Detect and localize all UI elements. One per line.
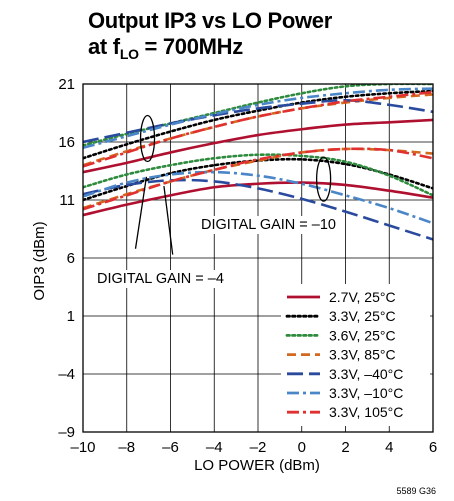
- series-line: [83, 87, 433, 150]
- legend-label: 3.3V, 85°C: [329, 347, 396, 363]
- legend-label: 2.7V, 25°C: [329, 289, 396, 305]
- annotation-text-background: [95, 270, 226, 288]
- plot-frame: [82, 83, 434, 433]
- x-tick-label: 0: [298, 439, 306, 456]
- x-tick-label: 2: [341, 439, 349, 456]
- series-line: [83, 181, 433, 217]
- legend-label: 3.3V, 105°C: [329, 404, 403, 420]
- annotation-text-background: [199, 216, 338, 234]
- x-tick-label: –8: [118, 439, 135, 456]
- series-line: [83, 98, 433, 144]
- legend: 2.7V, 25°C 3.3V, 25°C 3.6V, 25°C 3.3V, 85°C…: [281, 284, 430, 426]
- x-tick-label: –2: [250, 439, 267, 456]
- legend-label: 3.3V, –40°C: [329, 366, 403, 382]
- y-tick-label: 11: [59, 192, 75, 209]
- x-tick-label: –10: [70, 439, 95, 456]
- x-axis-label: LO POWER (dBm): [194, 457, 320, 474]
- series-line: [83, 90, 433, 168]
- chart-title-line2: at fLO = 700MHz: [88, 34, 332, 67]
- y-tick-label: 21: [58, 76, 75, 93]
- chart-title-line2-prefix: at f: [88, 34, 120, 59]
- annotation-shapes: [134, 114, 332, 255]
- y-tick-label: –4: [58, 366, 75, 383]
- chart-title-line2-suffix: = 700MHz: [138, 34, 243, 59]
- legend-label: 3.6V, 25°C: [329, 327, 396, 343]
- y-tick-label: 16: [58, 134, 75, 151]
- series-line: [83, 118, 433, 174]
- x-tick-label: –6: [162, 439, 179, 456]
- annotation-ellipse-gain-minus-10: [315, 156, 332, 202]
- x-tick-label: 6: [429, 439, 437, 456]
- annotation-gain-minus-4: DIGITAL GAIN = –4: [97, 271, 224, 287]
- x-tick-label: –4: [206, 439, 223, 456]
- y-tick-label: 6: [67, 250, 75, 267]
- chart-title-line1: Output IP3 vs LO Power: [88, 8, 332, 33]
- series-line: [83, 178, 433, 241]
- annotation-leader-gain-minus-4b: [163, 185, 174, 255]
- figure-id: 5589 G36: [396, 486, 436, 496]
- series-line: [83, 153, 433, 197]
- y-tick-label: 1: [67, 308, 75, 325]
- annotation-gain-minus-10: DIGITAL GAIN = –10: [201, 217, 336, 233]
- series-line: [83, 170, 433, 225]
- x-tick-label: 4: [385, 439, 393, 456]
- chart-title-line2-subscript: LO: [119, 46, 139, 62]
- legend-label: 3.3V, –10°C: [329, 385, 403, 401]
- y-tick-label: –9: [58, 424, 75, 441]
- chart-title: Output IP3 vs LO Power at fLO = 700MHz: [88, 8, 332, 67]
- annotation-ellipse-gain-minus-4: [139, 114, 156, 163]
- y-axis-label: OIP3 (dBm): [31, 221, 48, 300]
- annotation-leader-gain-minus-4: [134, 176, 148, 249]
- series-line: [83, 89, 433, 160]
- legend-label: 3.3V, 25°C: [329, 308, 396, 324]
- series-line: [83, 147, 433, 211]
